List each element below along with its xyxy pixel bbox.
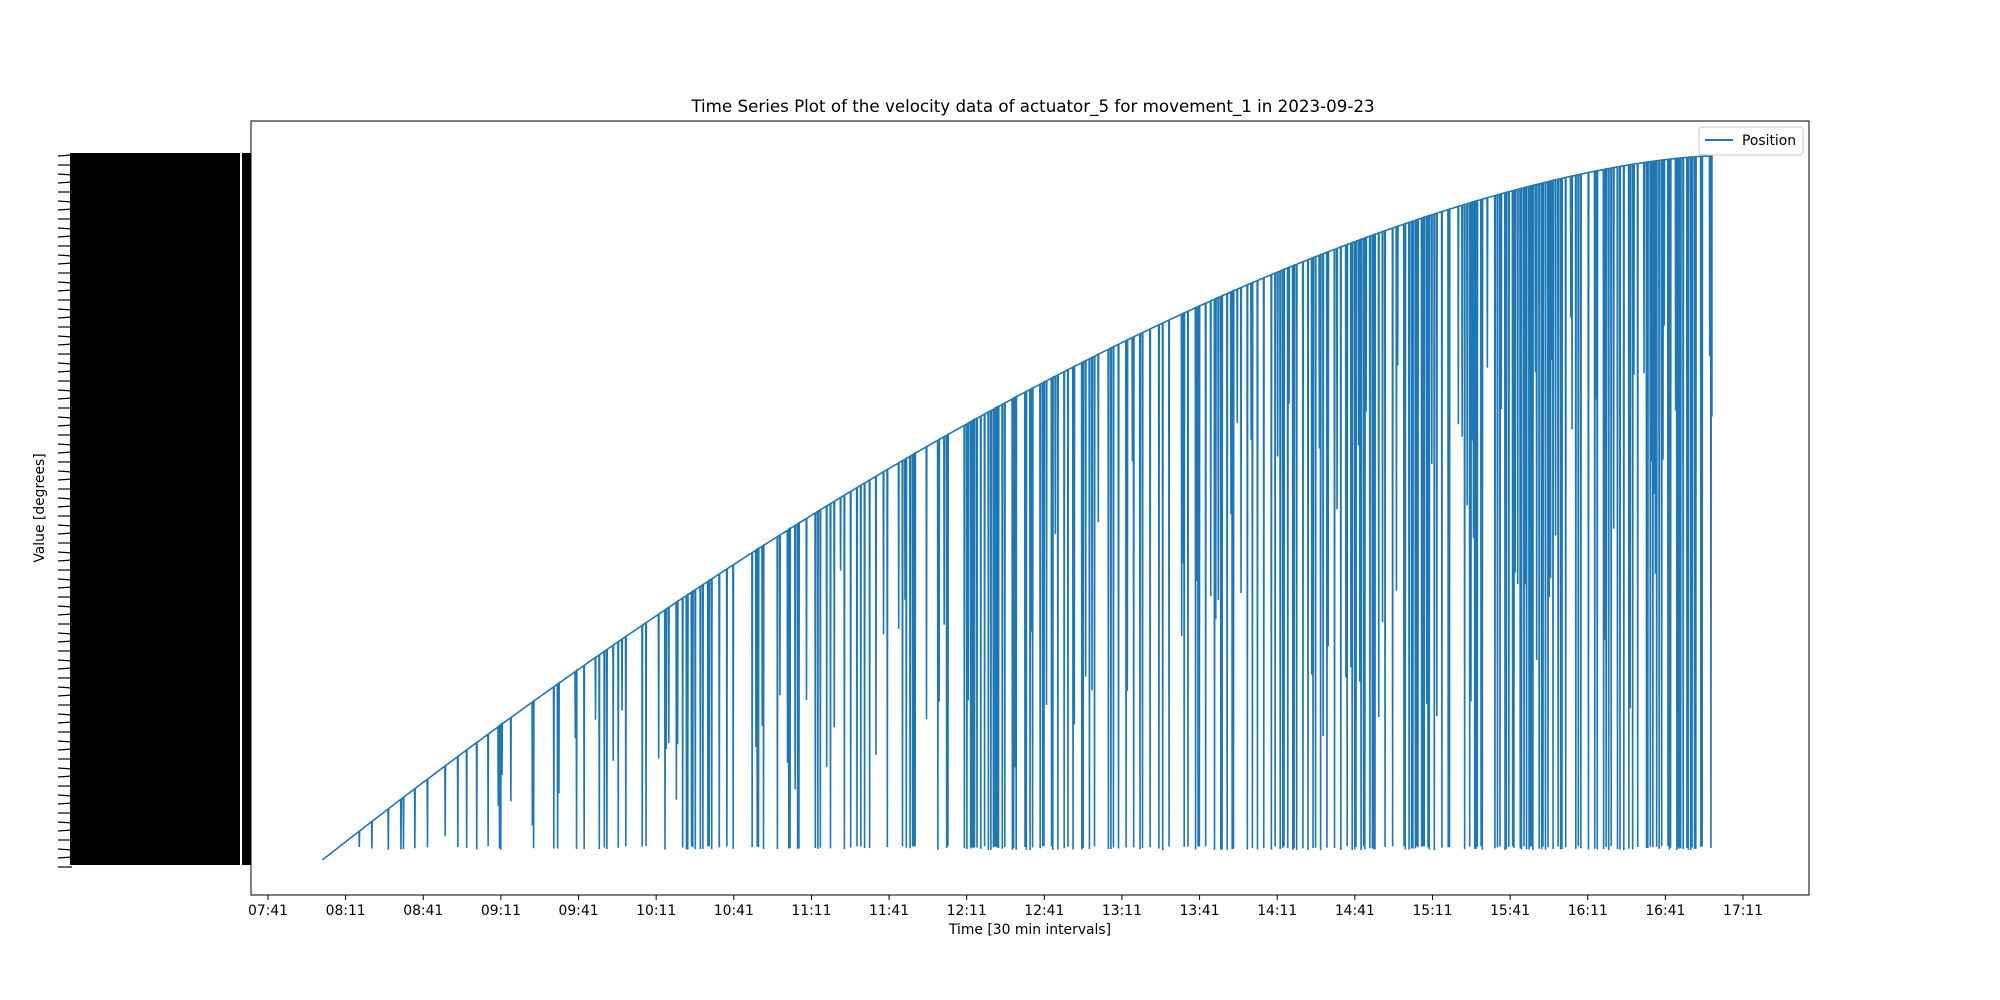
y-tick-label-fragment: [57, 659, 73, 662]
y-tick-label-fragment: [57, 613, 73, 616]
x-tick-label: 11:11: [791, 903, 831, 919]
y-tick-label-fragment: [57, 856, 73, 859]
y-tick-label-fragment: [57, 289, 73, 292]
y-tick-label-fragment: [57, 370, 73, 373]
y-tick-label-fragment: [57, 335, 73, 338]
y-tick-band-fill: [70, 153, 240, 865]
y-tick-label-fragment: [57, 173, 73, 176]
y-tick-label-fragment: [57, 713, 73, 716]
y-tick-label-fragment: [57, 208, 73, 211]
x-tick-label: 14:41: [1335, 903, 1375, 919]
x-tick-label: 12:41: [1024, 903, 1064, 919]
y-tick-label-fragment: [57, 497, 73, 500]
y-tick-label-fragment: [57, 397, 73, 400]
y-tick-label-fragment: [57, 802, 73, 805]
y-tick-label-fragment: [57, 200, 73, 203]
x-tick-label: 16:11: [1568, 903, 1608, 919]
y-tick-label-fragment: [57, 848, 73, 851]
x-tick-label: 13:41: [1180, 903, 1220, 919]
y-tick-label-fragment: [57, 794, 73, 797]
series-line-position: [321, 155, 1713, 861]
x-tick-label: 17:11: [1723, 903, 1763, 919]
x-axis-label: Time [30 min intervals]: [948, 922, 1111, 938]
y-tick-label-fragment: [57, 416, 73, 419]
y-tick-label-fragment: [57, 821, 73, 824]
y-tick-label-fragment: [57, 308, 73, 311]
chart-title: Time Series Plot of the velocity data of…: [690, 96, 1374, 117]
y-tick-label-fragment: [57, 767, 73, 770]
y-tick-label-fragment: [57, 632, 73, 635]
y-tick-label-fragment: [57, 775, 73, 778]
y-tick-label-fragment: [57, 254, 73, 257]
y-tick-label-fragment: [57, 578, 73, 581]
y-tick-label-fragment: [57, 281, 73, 284]
x-tick-label: 15:11: [1412, 903, 1452, 919]
x-tick-label: 10:41: [714, 903, 754, 919]
y-axis-label: Value [degrees]: [32, 453, 48, 562]
x-tick-label: 08:11: [326, 903, 366, 919]
x-axis-ticks: 07:41 08:11 08:41 09:11 09:41 10:11 10:41 11:11…: [248, 895, 1763, 919]
y-tick-label-fragment: [57, 470, 73, 473]
y-tick-label-fragment: [57, 829, 73, 832]
y-tick-label-fragment: [57, 343, 73, 346]
y-tick-label-fragment: [57, 586, 73, 589]
x-tick-label: 16:41: [1645, 903, 1685, 919]
y-tick-label-fragment: [57, 478, 73, 481]
x-tick-label: 14:11: [1257, 903, 1297, 919]
x-tick-label: 15:41: [1490, 903, 1530, 919]
x-tick-label: 11:41: [869, 903, 909, 919]
y-tick-label-fragment: [57, 721, 73, 724]
legend: Position: [1698, 126, 1804, 156]
series-layer: [321, 155, 1713, 861]
y-tick-label-band: [57, 153, 251, 868]
y-tick-label-fragment: [57, 181, 73, 184]
x-tick-label: 07:41: [248, 903, 288, 919]
y-tick-marks-band: [242, 153, 251, 865]
y-tick-label-fragment: [57, 235, 73, 238]
y-tick-label-fragment: [57, 451, 73, 454]
x-tick-label: 09:11: [481, 903, 521, 919]
x-tick-label: 08:41: [403, 903, 443, 919]
y-tick-label-fragment: [57, 227, 73, 230]
y-tick-label-fragment: [57, 694, 73, 697]
x-tick-label: 09:41: [559, 903, 599, 919]
y-tick-label-fragment: [57, 559, 73, 562]
y-tick-label-fragment: [57, 424, 73, 427]
y-tick-label-fragment: [57, 740, 73, 743]
y-tick-label-fragment: [57, 686, 73, 689]
y-tick-label-fragment: [57, 640, 73, 643]
y-tick-label-fragment: [57, 605, 73, 608]
y-tick-label-fragment: [57, 443, 73, 446]
legend-box: [1698, 126, 1804, 156]
y-tick-label-fragment: [57, 532, 73, 535]
y-tick-label-fragment: [57, 154, 73, 157]
y-tick-label-fragment: [57, 362, 73, 365]
x-tick-label: 12:11: [947, 903, 987, 919]
y-tick-label-fragment: [57, 505, 73, 508]
y-tick-label-fragment: [57, 389, 73, 392]
y-tick-label-fragment: [57, 748, 73, 751]
y-tick-label-fragment: [57, 524, 73, 527]
x-tick-label: 13:11: [1102, 903, 1142, 919]
y-tick-label-fragment: [57, 262, 73, 265]
y-tick-label-fragment: [57, 667, 73, 670]
legend-label-position: Position: [1742, 133, 1796, 149]
y-tick-label-fragment: [57, 551, 73, 554]
x-tick-label: 10:11: [636, 903, 676, 919]
y-tick-label-fragment: [57, 316, 73, 319]
